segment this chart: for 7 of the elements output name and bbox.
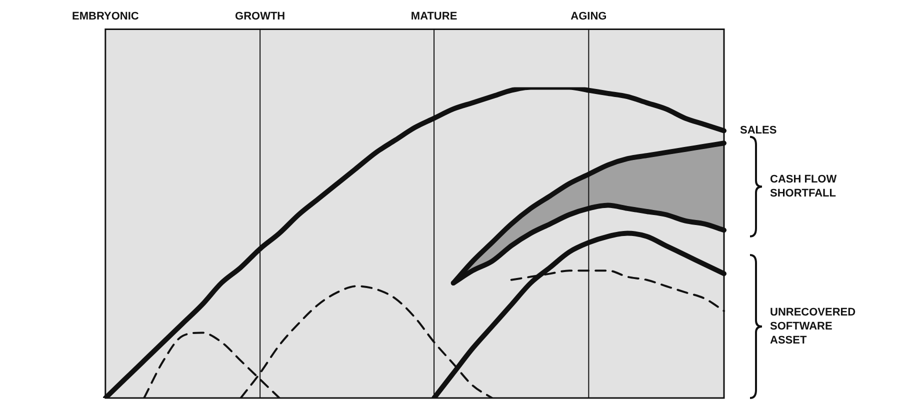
x-tick-label: EMBRYONIC — [72, 10, 139, 23]
x-tick-label: MATURE — [410, 10, 458, 23]
x-tick-label: AGING — [570, 10, 607, 23]
series-label: SALES — [740, 124, 777, 137]
x-tick-label: GROWTH — [235, 10, 286, 23]
text: CASH FLOW SHORTFALL — [770, 174, 838, 200]
text: UNRECOVERED SOFTWARE ASSET — [770, 306, 856, 347]
